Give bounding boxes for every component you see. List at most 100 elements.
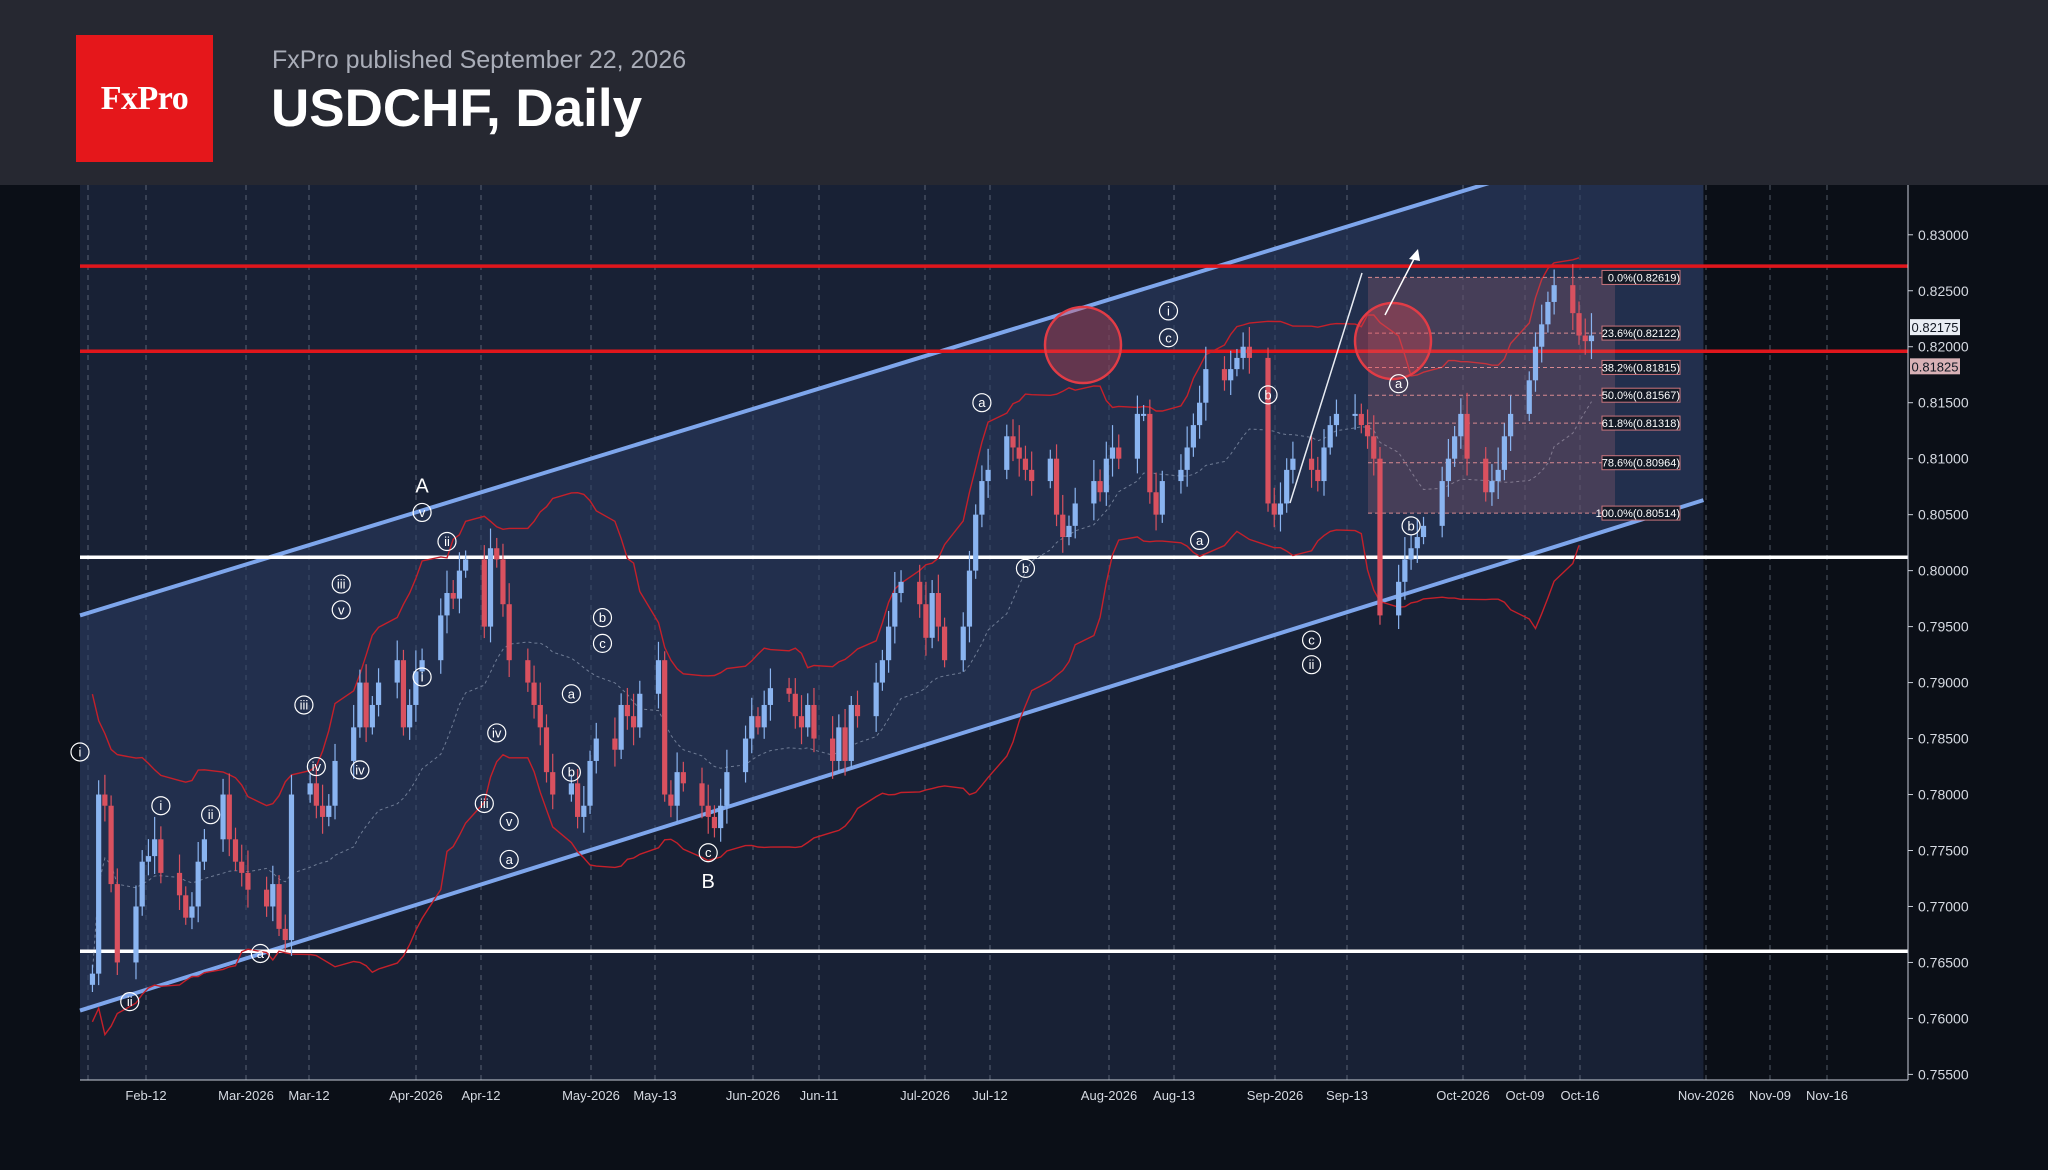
candle-body-up: [1327, 425, 1333, 448]
wave-label: ii: [444, 534, 450, 549]
candle-body-up: [587, 760, 593, 806]
candle-body-down: [245, 872, 251, 890]
candle-body-up: [1396, 581, 1402, 616]
candle-body-up: [724, 772, 730, 806]
date-tick-label: Nov-2026: [1678, 1088, 1734, 1103]
candle-body-up: [1439, 481, 1445, 526]
wave-label-ring: [1158, 301, 1179, 321]
header-bar: FxPro FxPro published September 22, 2026…: [0, 0, 2048, 185]
date-tick-label: Aug-2026: [1081, 1088, 1137, 1103]
candle-body-up: [1290, 458, 1296, 470]
price-tick-label: 0.77500: [1918, 843, 1969, 859]
candle-body-down: [1147, 413, 1153, 493]
candle-body-up: [1420, 525, 1427, 538]
publisher-line: FxPro published September 22, 2026: [272, 46, 687, 74]
wave-label: a: [506, 852, 514, 867]
wave-label: iii: [300, 697, 309, 712]
candle-body-down: [923, 604, 929, 638]
candle-body-up: [593, 738, 599, 761]
candle-body-up: [568, 783, 574, 795]
candle-body-down: [500, 559, 506, 605]
fib-level-label: 50.0%(0.81567): [1602, 390, 1680, 402]
candle-body-up: [1532, 346, 1539, 381]
date-tick-label: Jun-11: [800, 1088, 839, 1103]
wave-label: a: [257, 946, 265, 961]
candle-body-up: [1103, 458, 1109, 493]
fib-level-label: 100.0%(0.80514): [1596, 508, 1680, 520]
price-badge-box: [1910, 319, 1960, 336]
candle-body-up: [1072, 503, 1078, 526]
wave-label: v: [506, 814, 513, 829]
candle-body-down: [543, 727, 550, 773]
candle-body-up: [487, 548, 494, 627]
candle-body-down: [1464, 413, 1470, 459]
candle-body-down: [1377, 458, 1383, 616]
bollinger-upper: [91, 257, 1580, 807]
wave-label-ring: [151, 796, 171, 816]
candle-body-down: [1483, 458, 1489, 493]
candlestick-chart: 0.0%(0.82619) 23.6%(0.82122) 38.2%(0.81815…: [0, 185, 2048, 1170]
candle-body-up: [805, 704, 811, 728]
highlight-circle: [1043, 305, 1123, 385]
date-tick-label: Oct-09: [1505, 1088, 1544, 1103]
wave-label-ring: [250, 943, 270, 964]
candle-body-up: [761, 704, 767, 728]
candle-body-down: [1116, 447, 1122, 459]
candle-body-up: [375, 682, 382, 705]
candle-body-up: [892, 593, 898, 627]
candle-body-down: [705, 805, 711, 817]
wave-label: i: [421, 669, 424, 684]
candle-body-up: [1066, 525, 1072, 538]
candle-body-up: [898, 581, 904, 594]
candle-body-down: [313, 783, 319, 806]
wave-label: a: [568, 686, 576, 701]
candle-body-up: [1526, 380, 1532, 414]
bollinger-lower: [91, 529, 1580, 1037]
wave-label-ring: [1158, 328, 1179, 348]
candle-body-up: [1333, 413, 1340, 426]
wave-label-ring: [487, 723, 507, 743]
candle-body-down: [506, 604, 512, 661]
price-tick-label: 0.82500: [1918, 283, 1969, 299]
candle-body-up: [326, 805, 332, 817]
candle-body-up: [419, 660, 425, 672]
candle-body-down: [114, 884, 120, 963]
wave-label: b: [599, 610, 606, 625]
fib-level-label: 0.0%(0.82619): [1608, 272, 1680, 284]
candle-body-down: [917, 581, 923, 605]
candle-body-up: [1321, 447, 1327, 482]
candle-body-down: [941, 626, 948, 661]
wave-label: iv: [312, 759, 322, 774]
wave-label-ring: [412, 667, 432, 687]
price-tick-label: 0.83000: [1918, 227, 1969, 243]
fib-level-label: 38.2%(0.81815): [1602, 362, 1680, 374]
wave-label: c: [599, 636, 606, 651]
candle-body-down: [537, 704, 543, 728]
wave-label-ring: [1258, 385, 1278, 405]
candle-body-down: [830, 738, 836, 761]
candle-body-up: [749, 716, 755, 739]
candle-body-down: [176, 872, 183, 896]
candle-body-down: [575, 783, 581, 817]
candle-body-up: [718, 805, 724, 829]
wave-label: c: [1165, 330, 1172, 345]
price-tick-label: 0.75500: [1918, 1066, 1969, 1082]
wave-label: a: [1196, 533, 1204, 548]
candle-body-down: [1097, 481, 1103, 493]
candle-body-up: [655, 660, 662, 694]
candle-body-down: [798, 716, 805, 728]
fib-label-box: [1601, 359, 1681, 375]
date-tick-label: Apr-2026: [389, 1088, 442, 1103]
projection-arrowhead: [1409, 249, 1420, 261]
wave-label-ring: [499, 811, 519, 831]
candle-body-down: [1364, 425, 1371, 437]
candle-body-up: [1004, 436, 1010, 470]
candle-body-up: [394, 660, 400, 683]
candle-body-up: [1190, 425, 1196, 448]
candle-body-up: [152, 839, 158, 857]
candle-body-up: [139, 861, 145, 907]
date-tick-label: Oct-16: [1560, 1088, 1599, 1103]
wave-label: iv: [492, 725, 502, 740]
candle-body-up: [1402, 559, 1408, 582]
candle-body-up: [1197, 402, 1203, 426]
